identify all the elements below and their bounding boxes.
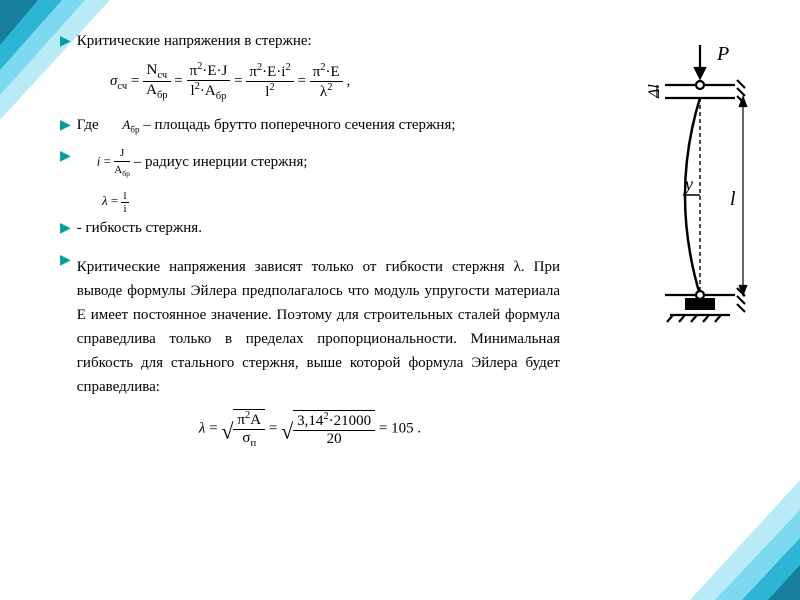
- slide-content: ▶ Критические напряжения в стержне: σсч …: [60, 30, 560, 449]
- para-row: ▶ Критические напряжения зависят только …: [60, 249, 560, 399]
- lambda-desc: - гибкость стержня.: [77, 217, 202, 240]
- radius-row: ▶ i = J Aбр – радиус инерции стержня;: [60, 145, 560, 180]
- where-text: Где Aбр – площадь брутто поперечного сеч…: [77, 114, 456, 137]
- lambda-formula-block: λ = l i: [82, 190, 560, 215]
- heading-row: ▶ Критические напряжения в стержне:: [60, 30, 560, 53]
- bullet-icon: ▶: [60, 117, 71, 134]
- bullet-icon: ▶: [60, 220, 71, 237]
- label-y: y: [683, 174, 693, 194]
- bullet-icon: ▶: [60, 252, 71, 269]
- bullet-icon: ▶: [60, 148, 71, 165]
- formula-critical-stress: σсч = Nсч Aбр = π2·E·J l2·Aбр = π2·E·i2 …: [110, 61, 560, 102]
- label-dl: Δl: [646, 84, 663, 99]
- i-formula: i = J Aбр: [97, 145, 130, 180]
- i-desc: – радиус инерции стержня;: [134, 154, 308, 170]
- formula-lambda-numeric: λ = √ π2A σп = √ 3,142·21000 20 = 105 .: [60, 409, 560, 449]
- heading-text: Критические напряжения в стержне:: [77, 30, 312, 53]
- A-symbol: Aбр: [122, 117, 139, 132]
- lambda-formula: λ = l i: [102, 193, 129, 208]
- where-label: Где: [77, 117, 99, 133]
- main-paragraph: Критические напряжения зависят только от…: [77, 255, 560, 399]
- where-row: ▶ Где Aбр – площадь брутто поперечного с…: [60, 114, 560, 137]
- label-P: P: [716, 43, 729, 65]
- flex-row: ▶ - гибкость стержня.: [60, 217, 560, 240]
- radius-line: i = J Aбр – радиус инерции стержня;: [77, 145, 308, 180]
- label-l: l: [730, 188, 736, 210]
- bullet-icon: ▶: [60, 33, 71, 50]
- A-desc: – площадь брутто поперечного сечения сте…: [143, 117, 455, 133]
- buckling-diagram: P Δl y l: [645, 40, 755, 330]
